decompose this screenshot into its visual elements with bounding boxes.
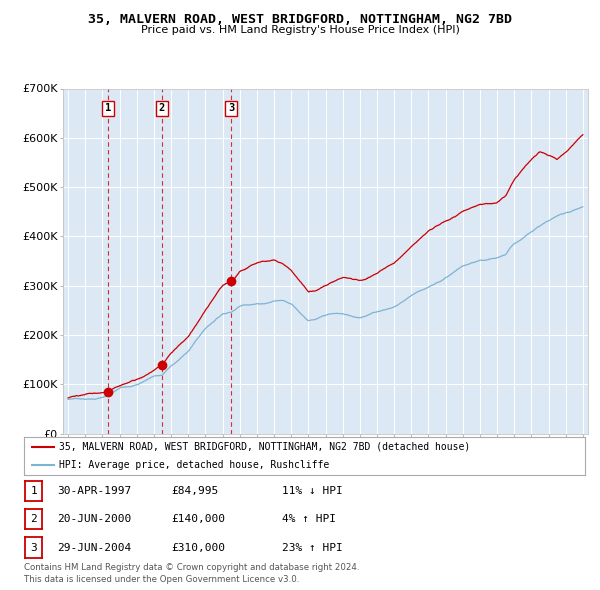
Text: 23% ↑ HPI: 23% ↑ HPI	[282, 543, 343, 552]
Text: Price paid vs. HM Land Registry's House Price Index (HPI): Price paid vs. HM Land Registry's House …	[140, 25, 460, 35]
Text: Contains HM Land Registry data © Crown copyright and database right 2024.: Contains HM Land Registry data © Crown c…	[24, 563, 359, 572]
Text: 29-JUN-2004: 29-JUN-2004	[57, 543, 131, 552]
Text: 20-JUN-2000: 20-JUN-2000	[57, 514, 131, 524]
Text: HPI: Average price, detached house, Rushcliffe: HPI: Average price, detached house, Rush…	[59, 460, 329, 470]
Text: 2: 2	[159, 103, 165, 113]
Text: 1: 1	[30, 486, 37, 496]
Text: 4% ↑ HPI: 4% ↑ HPI	[282, 514, 336, 524]
Text: 35, MALVERN ROAD, WEST BRIDGFORD, NOTTINGHAM, NG2 7BD: 35, MALVERN ROAD, WEST BRIDGFORD, NOTTIN…	[88, 13, 512, 26]
Text: 3: 3	[30, 543, 37, 552]
Text: £140,000: £140,000	[171, 514, 225, 524]
Text: 11% ↓ HPI: 11% ↓ HPI	[282, 486, 343, 496]
Text: £84,995: £84,995	[171, 486, 218, 496]
Text: 1: 1	[105, 103, 111, 113]
Text: 3: 3	[228, 103, 234, 113]
Text: £310,000: £310,000	[171, 543, 225, 552]
Text: 35, MALVERN ROAD, WEST BRIDGFORD, NOTTINGHAM, NG2 7BD (detached house): 35, MALVERN ROAD, WEST BRIDGFORD, NOTTIN…	[59, 442, 470, 452]
Text: 2: 2	[30, 514, 37, 524]
Text: 30-APR-1997: 30-APR-1997	[57, 486, 131, 496]
Text: This data is licensed under the Open Government Licence v3.0.: This data is licensed under the Open Gov…	[24, 575, 299, 584]
